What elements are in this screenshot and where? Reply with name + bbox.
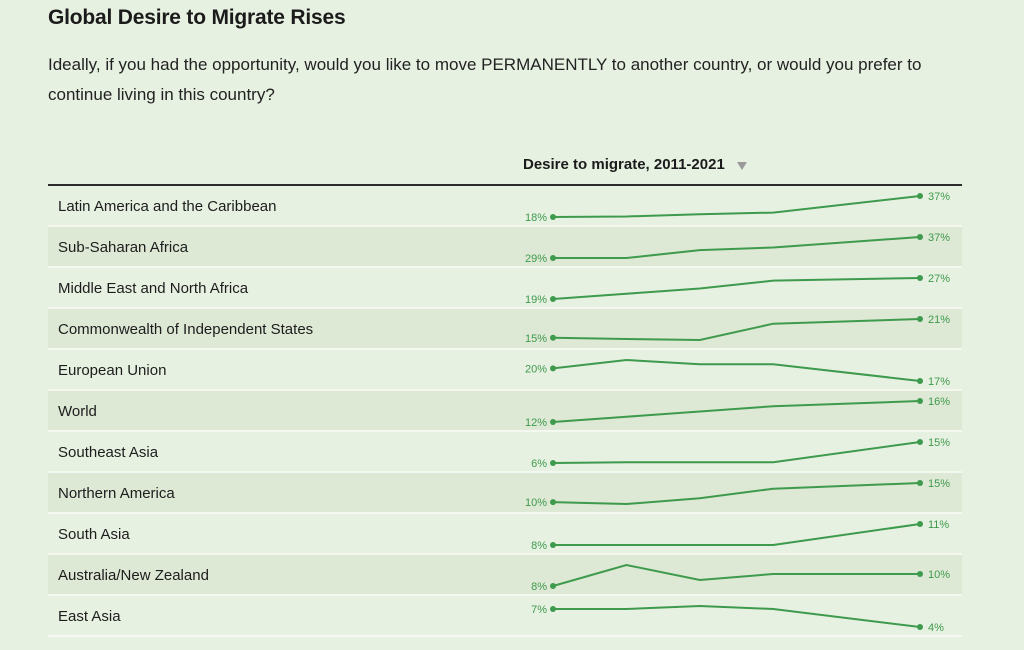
column-header[interactable]: Desire to migrate, 2011-2021 — [523, 156, 747, 173]
table-row: East Asia — [48, 596, 962, 637]
region-label: Commonwealth of Independent States — [58, 321, 314, 338]
table-row: South Asia — [48, 514, 962, 555]
sort-down-icon[interactable] — [736, 161, 747, 170]
table-row: Commonwealth of Independent States — [48, 309, 962, 350]
region-label: Sub-Saharan Africa — [58, 239, 189, 256]
region-label: South Asia — [58, 526, 130, 543]
chart-title: Global Desire to Migrate Rises — [48, 6, 346, 29]
region-label: World — [58, 403, 97, 420]
table-row: Southeast Asia — [48, 432, 962, 473]
region-table: Latin America and the Caribbean Sub-Sahar… — [48, 186, 962, 637]
region-label: Latin America and the Caribbean — [58, 198, 277, 215]
region-label: East Asia — [58, 608, 121, 625]
table-row: Australia/New Zealand — [48, 555, 962, 596]
table-row: European Union — [48, 350, 962, 391]
region-label: Australia/New Zealand — [58, 567, 209, 584]
chart-subtitle: Ideally, if you had the opportunity, wou… — [48, 55, 922, 104]
region-label: Middle East and North Africa — [58, 280, 249, 297]
table-row: World — [48, 391, 962, 432]
region-label: Southeast Asia — [58, 444, 159, 461]
region-label: Northern America — [58, 485, 175, 502]
table-row: Sub-Saharan Africa — [48, 227, 962, 268]
table-row: Northern America — [48, 473, 962, 514]
table-top-rule — [48, 184, 962, 186]
table-row: Latin America and the Caribbean — [48, 186, 962, 227]
column-header-label: Desire to migrate, 2011-2021 — [523, 156, 725, 173]
region-label: European Union — [58, 362, 167, 379]
table-row: Middle East and North Africa — [48, 268, 962, 309]
